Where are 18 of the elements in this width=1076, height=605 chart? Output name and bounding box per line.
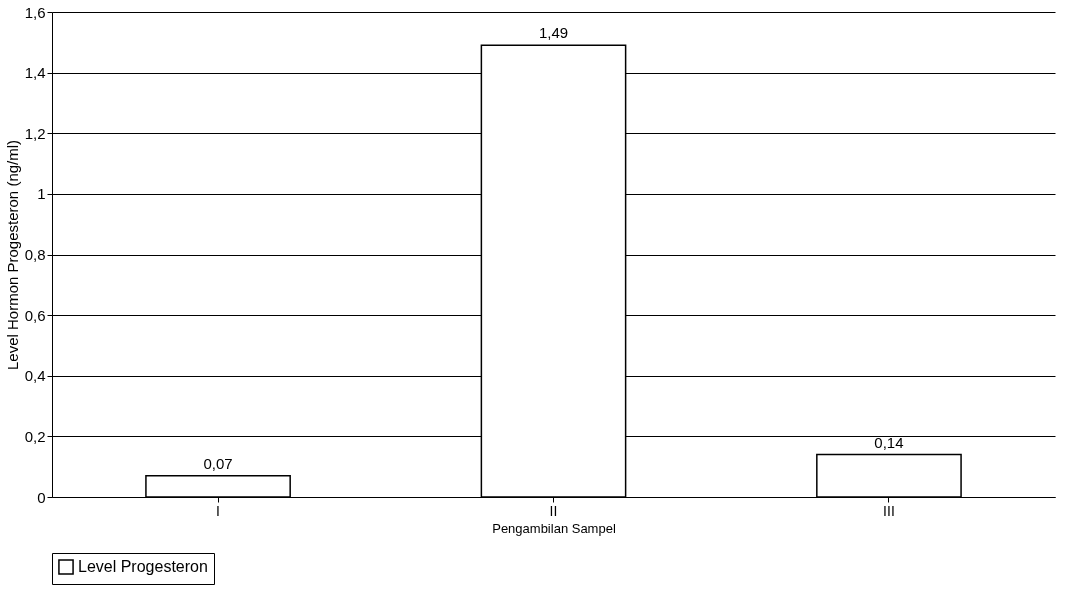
x-tick-label: II [549, 502, 558, 519]
data-label: 0,14 [874, 433, 904, 451]
y-tick-label: 1,6 [24, 3, 46, 21]
y-tick-label: 0,2 [24, 427, 46, 445]
legend-label: Level Progesteron [78, 558, 208, 575]
y-tick-label: 1,2 [24, 124, 46, 142]
y-tick-label: 0,6 [24, 306, 46, 324]
x-tick-label: III [883, 502, 895, 519]
y-tick-label: 0 [37, 488, 46, 506]
y-axis-title: Level Hormon Progesteron (ng/ml) [3, 139, 21, 371]
x-axis-title: Pengambilan Sampel [492, 520, 616, 536]
y-tick-label: 1,4 [24, 64, 46, 82]
y-tick-label: 0,8 [24, 246, 46, 263]
data-label: 1,49 [538, 24, 569, 42]
data-label: 0,07 [203, 454, 233, 472]
y-tick-label: 1 [37, 185, 46, 203]
x-tick-label: I [216, 502, 220, 519]
y-tick-label: 0,4 [24, 367, 46, 385]
